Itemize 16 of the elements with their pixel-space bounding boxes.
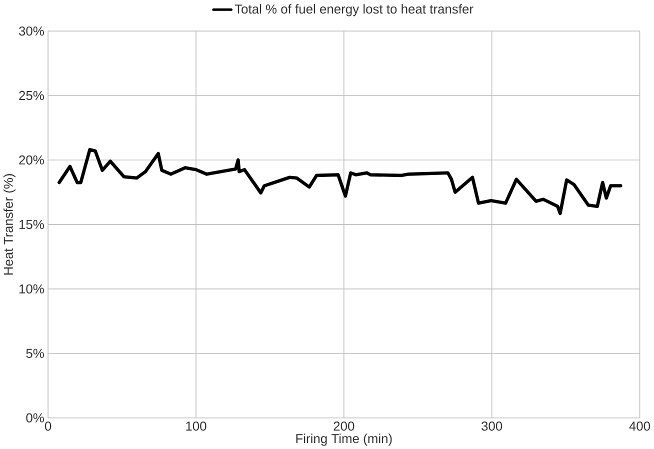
x-axis-title: Firing Time (min) [296,434,392,446]
line-series [58,148,622,216]
y-tick-label: 25% [19,90,44,100]
legend-label: Total % of fuel energy lost to heat transfer [234,4,474,16]
y-axis-title: Heat Transfer (%) [3,174,16,275]
x-tick-label: 400 [629,421,650,431]
x-tick-label: 300 [482,421,502,431]
x-tick-label: 200 [334,421,354,431]
y-tick-label: 5% [26,348,44,358]
x-tick-label: 100 [186,421,206,431]
y-tick-label: 30% [18,26,44,36]
y-tick-label: 0% [26,413,44,422]
y-tick-label: 20% [19,155,44,164]
y-tick-label: 10% [19,284,44,294]
y-tick-label: 15% [19,220,44,229]
x-tick-label: 0 [44,421,52,431]
